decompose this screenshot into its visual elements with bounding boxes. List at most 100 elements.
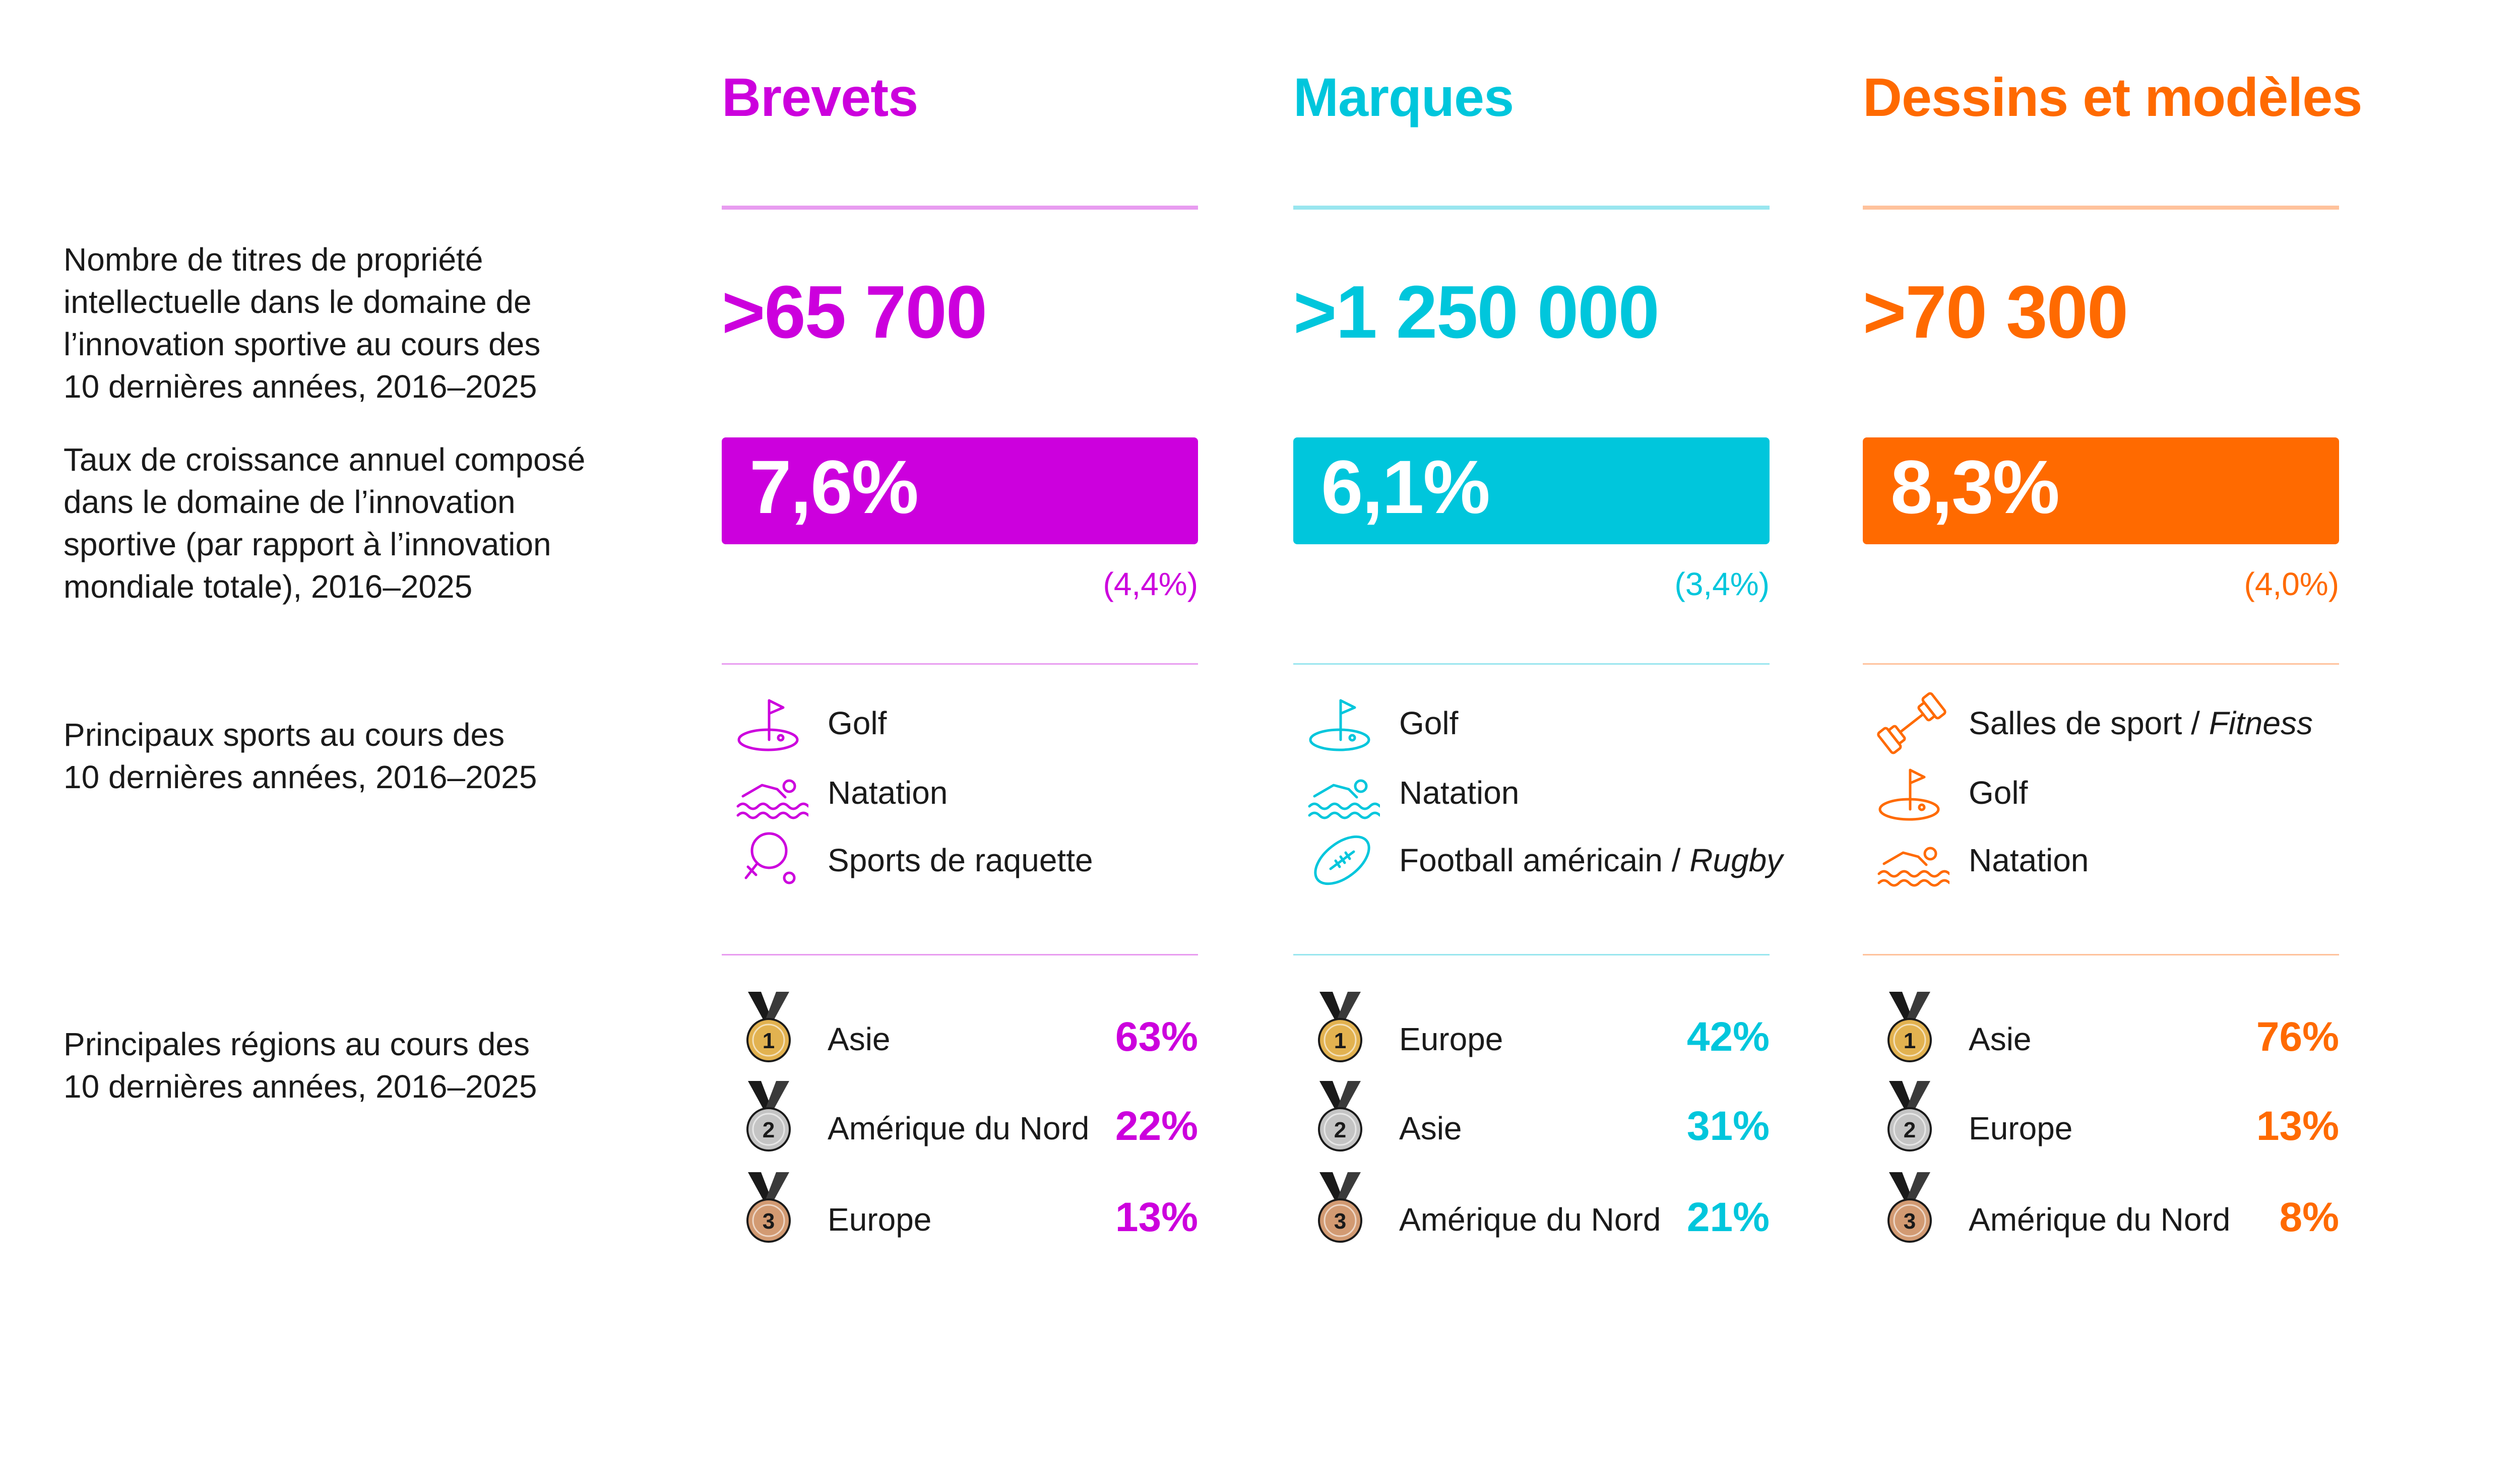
column-title-rule	[1293, 206, 1770, 210]
svg-text:1: 1	[1904, 1029, 1916, 1053]
golf-icon	[733, 690, 808, 756]
svg-text:3: 3	[1334, 1209, 1346, 1234]
count-row-label: Nombre de titres de propriété intellectu…	[64, 238, 648, 408]
dumbbell-icon	[1874, 690, 1949, 756]
sport-label-text: Natation	[1399, 775, 1519, 811]
sport-label-text: Golf	[828, 705, 887, 741]
sports-divider	[722, 663, 1198, 665]
cagr-row-label-line: sportive (par rapport à l’innovation	[64, 523, 668, 565]
svg-text:1: 1	[1334, 1029, 1346, 1053]
cagr-row-label-line: mondiale totale), 2016–2025	[64, 565, 668, 608]
sport-label: Natation	[828, 774, 948, 811]
sport-label: Golf	[828, 705, 887, 742]
count-row-label-line: 10 dernières années, 2016–2025	[64, 365, 648, 408]
ip-count: >1 250 000	[1293, 270, 1659, 355]
ip-count: >65 700	[722, 270, 986, 355]
medal-1-icon: 1	[741, 988, 796, 1068]
sports-row-label: Principaux sports au cours des 10 derniè…	[64, 714, 668, 798]
cagr-total-value: (4,4%)	[722, 565, 1198, 603]
regions-divider	[1293, 954, 1770, 955]
sport-label-text: Sports de raquette	[828, 842, 1093, 878]
region-share: 21%	[1618, 1194, 1770, 1241]
football-icon	[1304, 827, 1380, 893]
region-share: 31%	[1618, 1103, 1770, 1150]
sport-label-text: Football américain /	[1399, 842, 1689, 878]
region-share: 13%	[2188, 1103, 2339, 1150]
svg-text:3: 3	[763, 1209, 775, 1234]
golf-icon	[1874, 760, 1949, 825]
sport-label-italic: Rugby	[1689, 842, 1783, 878]
sport-label: Salles de sport / Fitness	[1969, 705, 2313, 742]
cagr-value: 8,3%	[1891, 443, 2059, 531]
golf-icon	[1304, 690, 1380, 756]
medal-1-icon: 1	[1312, 988, 1368, 1068]
sport-label-text: Natation	[828, 775, 948, 811]
sport-label-text: Salles de sport /	[1969, 705, 2209, 741]
region-share: 76%	[2188, 1013, 2339, 1061]
medal-2-icon: 2	[1312, 1077, 1368, 1158]
regions-divider	[722, 954, 1198, 955]
sport-label-text: Golf	[1399, 705, 1458, 741]
cagr-bar: 8,3%	[1863, 437, 2339, 544]
regions-row-label: Principales régions au cours des 10 dern…	[64, 1023, 668, 1108]
ip-column-3: Dessins et modèles >70 300 8,3% (4,0%) S…	[1863, 0, 2342, 1310]
region-label: Asie	[828, 1020, 891, 1058]
cagr-row-label: Taux de croissance annuel composé dans l…	[64, 438, 668, 608]
medal-3-icon: 3	[1312, 1168, 1368, 1249]
medal-3-icon: 3	[1882, 1168, 1937, 1249]
region-share: 22%	[1047, 1103, 1198, 1150]
column-title-rule	[1863, 206, 2339, 210]
sport-label: Golf	[1399, 705, 1458, 742]
region-label: Asie	[1399, 1110, 1462, 1147]
count-row-label-line: l’innovation sportive au cours des	[64, 323, 648, 365]
cagr-bar: 6,1%	[1293, 437, 1770, 544]
column-title: Dessins et modèles	[1863, 66, 2362, 129]
ip-column-2: Marques >1 250 000 6,1% (3,4%) Golf Natat…	[1293, 0, 1772, 1310]
swimming-icon	[1304, 760, 1380, 825]
svg-text:2: 2	[763, 1118, 775, 1142]
regions-divider	[1863, 954, 2339, 955]
region-label: Europe	[1969, 1110, 2072, 1147]
cagr-bar: 7,6%	[722, 437, 1198, 544]
svg-text:3: 3	[1904, 1209, 1916, 1234]
svg-text:1: 1	[763, 1029, 775, 1053]
svg-text:2: 2	[1334, 1118, 1346, 1142]
cagr-row-label-line: Taux de croissance annuel composé	[64, 438, 668, 481]
racket-sports-icon	[733, 827, 808, 893]
medal-2-icon: 2	[741, 1077, 796, 1158]
sport-label: Natation	[1399, 774, 1519, 811]
region-share: 63%	[1047, 1013, 1198, 1061]
cagr-value: 6,1%	[1321, 443, 1489, 531]
medal-1-icon: 1	[1882, 988, 1937, 1068]
region-label: Europe	[1399, 1020, 1503, 1058]
sport-label: Sports de raquette	[828, 842, 1093, 879]
cagr-total-value: (3,4%)	[1293, 565, 1770, 603]
region-share: 13%	[1047, 1194, 1198, 1241]
count-row-label-line: Nombre de titres de propriété	[64, 238, 648, 281]
cagr-row-label-line: dans le domaine de l’innovation	[64, 481, 668, 523]
regions-row-label-line: 10 dernières années, 2016–2025	[64, 1065, 668, 1108]
swimming-icon	[733, 760, 808, 825]
sport-label: Natation	[1969, 842, 2089, 879]
cagr-value: 7,6%	[749, 443, 918, 531]
sports-divider	[1863, 663, 2339, 665]
region-share: 8%	[2188, 1194, 2339, 1241]
column-title: Marques	[1293, 66, 1514, 129]
medal-3-icon: 3	[741, 1168, 796, 1249]
medal-2-icon: 2	[1882, 1077, 1937, 1158]
sport-label-italic: Fitness	[2209, 705, 2313, 741]
sport-label-text: Golf	[1969, 775, 2028, 811]
sports-divider	[1293, 663, 1770, 665]
sports-row-label-line: Principaux sports au cours des	[64, 714, 668, 756]
swimming-icon	[1874, 827, 1949, 893]
cagr-total-value: (4,0%)	[1863, 565, 2339, 603]
column-title: Brevets	[722, 66, 918, 129]
regions-row-label-line: Principales régions au cours des	[64, 1023, 668, 1065]
region-label: Asie	[1969, 1020, 2032, 1058]
sports-row-label-line: 10 dernières années, 2016–2025	[64, 756, 668, 798]
region-label: Europe	[828, 1201, 931, 1238]
count-row-label-line: intellectuelle dans le domaine de	[64, 281, 648, 323]
region-share: 42%	[1618, 1013, 1770, 1061]
sport-label: Football américain / Rugby	[1399, 842, 1783, 879]
ip-column-1: Brevets >65 700 7,6% (4,4%) Golf Natation…	[722, 0, 1201, 1310]
